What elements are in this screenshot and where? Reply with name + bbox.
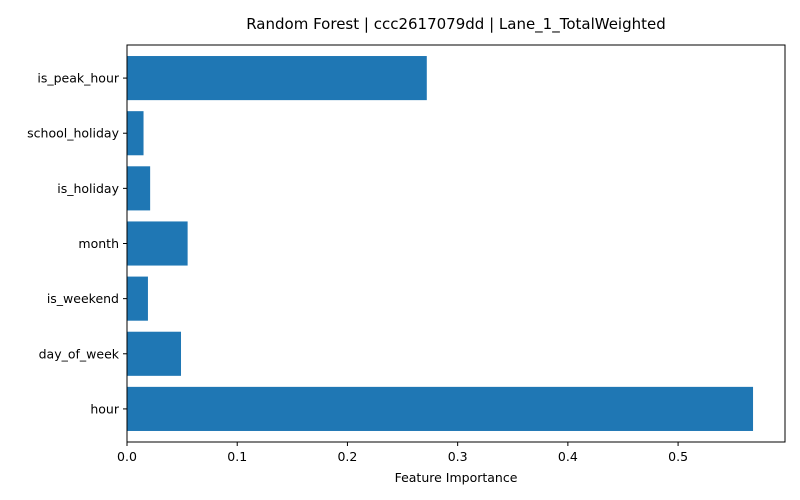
bar-is_holiday: [127, 166, 151, 211]
x-tick-label: 0.2: [337, 449, 357, 464]
y-tick-label: month: [78, 236, 119, 251]
y-tick-label: day_of_week: [39, 346, 120, 361]
y-tick-label: hour: [90, 401, 119, 416]
x-axis-label: Feature Importance: [395, 470, 518, 485]
x-tick-label: 0.0: [117, 449, 137, 464]
bar-day_of_week: [127, 331, 182, 376]
x-tick-label: 0.3: [448, 449, 468, 464]
bar-month: [127, 221, 188, 266]
y-tick-label: is_weekend: [47, 291, 119, 306]
y-axis-ticks: hour day_of_week is_weekend month is_holiday…: [27, 71, 127, 416]
bars-group: [127, 56, 754, 431]
x-tick-label: 0.1: [227, 449, 247, 464]
x-tick-label: 0.5: [668, 449, 688, 464]
y-tick-label: school_holiday: [27, 126, 119, 141]
bar-school_holiday: [127, 111, 144, 156]
chart-title: Random Forest | ccc2617079dd | Lane_1_To…: [246, 15, 666, 34]
bar-hour: [127, 386, 754, 431]
y-tick-label: is_holiday: [57, 181, 119, 196]
x-tick-label: 0.4: [558, 449, 578, 464]
plot-frame: [126, 44, 786, 443]
bar-is_peak_hour: [127, 56, 427, 101]
x-axis-ticks: 0.0 0.1 0.2 0.3 0.4 0.5: [117, 442, 688, 464]
y-tick-label: is_peak_hour: [37, 71, 120, 86]
bar-is_weekend: [127, 276, 148, 321]
